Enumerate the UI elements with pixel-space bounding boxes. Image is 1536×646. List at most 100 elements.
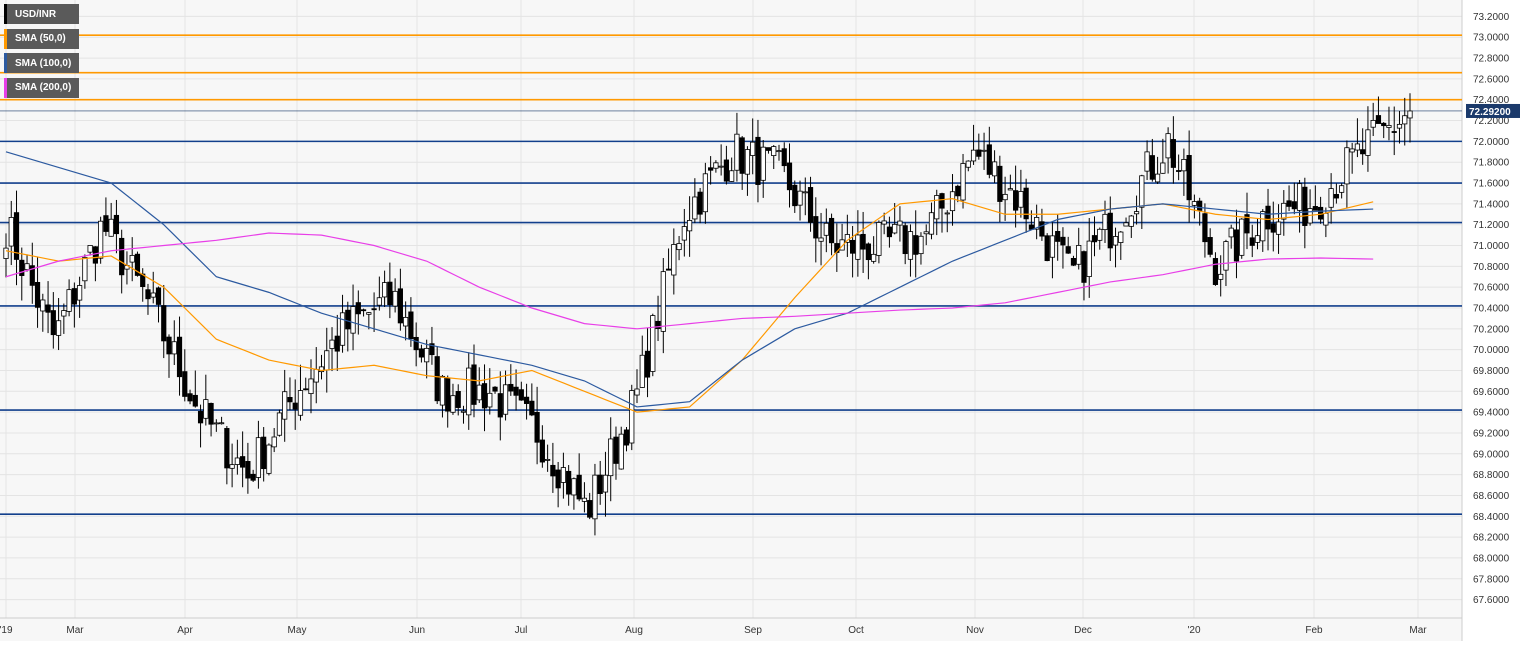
- candle-body: [997, 165, 1003, 202]
- candle-body: [1244, 214, 1250, 234]
- candle-body: [276, 412, 283, 436]
- y-tick-label: 68.4000: [1473, 512, 1510, 523]
- candle-body: [245, 461, 251, 479]
- candle-body: [1144, 151, 1150, 172]
- legend-swatch-sma50: [4, 28, 7, 49]
- legend-item-sma100[interactable]: SMA (100,0): [4, 53, 80, 73]
- candle-body: [313, 368, 319, 383]
- candle-body: [660, 271, 666, 332]
- candle-body: [965, 160, 971, 168]
- candle-body: [1344, 147, 1350, 185]
- candle-body: [676, 243, 682, 251]
- candle-body: [55, 320, 62, 336]
- y-tick-label: 72.4000: [1473, 95, 1510, 106]
- candle-body: [424, 347, 430, 363]
- candle-body: [692, 196, 698, 220]
- candle-body: [650, 315, 656, 372]
- legend-item-usdinr[interactable]: USD/INR: [4, 4, 80, 24]
- candle-body: [545, 458, 551, 461]
- candle-body: [750, 141, 756, 156]
- candle-body: [13, 212, 20, 260]
- x-tick-label: Oct: [848, 625, 864, 636]
- candle-body: [634, 388, 640, 396]
- candle-body: [1128, 215, 1134, 227]
- candle-body: [1328, 188, 1334, 208]
- candle-body: [1181, 159, 1187, 172]
- candle-body: [587, 500, 593, 518]
- candle-body: [218, 422, 225, 425]
- candle-body: [871, 253, 877, 262]
- candle-body: [1197, 200, 1203, 211]
- candle-body: [234, 457, 240, 465]
- candle-body: [366, 312, 372, 315]
- y-tick-label: 69.6000: [1473, 387, 1510, 398]
- sma-1000-line: [5, 151, 1374, 408]
- candle-body: [1402, 115, 1408, 125]
- candle-body: [1233, 229, 1240, 262]
- legend-label-sma50: SMA (50,0): [15, 33, 66, 44]
- plot-background: [0, 0, 1462, 641]
- legend-item-sma200[interactable]: SMA (200,0): [4, 77, 80, 98]
- candle-body: [98, 220, 104, 259]
- candle-body: [970, 149, 977, 162]
- y-tick-label: 68.0000: [1473, 553, 1510, 564]
- candle-body: [944, 212, 950, 215]
- candle-body: [1323, 212, 1329, 226]
- candle-body: [71, 288, 77, 305]
- y-tick-label: 70.0000: [1473, 345, 1510, 356]
- candle-body: [1275, 221, 1282, 235]
- candle-body: [1286, 200, 1292, 207]
- candle-body: [345, 309, 351, 330]
- y-tick-label: 72.2000: [1473, 116, 1510, 127]
- legend-swatch-sma200: [4, 77, 7, 98]
- candle-body: [1065, 246, 1071, 254]
- y-tick-label: 70.8000: [1473, 262, 1510, 273]
- x-tick-label: Mar: [1409, 625, 1427, 636]
- candle-body: [702, 173, 708, 213]
- candle-body: [802, 191, 808, 194]
- y-tick-label: 67.6000: [1473, 595, 1510, 606]
- candle-body: [240, 456, 246, 468]
- candle-body: [518, 389, 524, 401]
- candle-body: [318, 366, 325, 373]
- candle-body: [429, 343, 435, 356]
- x-tick-label: May: [288, 625, 307, 636]
- candle-body: [1396, 123, 1403, 129]
- candle-body: [261, 436, 267, 470]
- candle-body: [1060, 236, 1066, 246]
- candle-body: [1176, 170, 1182, 172]
- candle-body: [460, 410, 467, 413]
- candle-body: [455, 391, 461, 408]
- legend-swatch-sma100: [4, 53, 7, 73]
- candle-body: [907, 231, 914, 260]
- candle-body: [208, 402, 214, 425]
- candle-body: [697, 191, 703, 215]
- price-tag: [1466, 103, 1520, 118]
- legend-swatch-usdinr: [4, 4, 7, 24]
- candle-body: [339, 312, 346, 346]
- x-tick-label: '19: [0, 625, 13, 636]
- candle-body: [192, 394, 198, 407]
- candle-body: [949, 191, 956, 212]
- candle-body: [1349, 148, 1355, 153]
- candle-body: [1202, 213, 1208, 243]
- candle-body: [939, 193, 945, 209]
- candle-body: [329, 339, 335, 349]
- candle-body: [224, 428, 230, 469]
- candle-body: [723, 159, 730, 182]
- legend-item-sma50[interactable]: SMA (50,0): [4, 28, 80, 49]
- candle-body: [476, 384, 482, 401]
- candle-body: [282, 391, 288, 420]
- y-tick-label: 73.2000: [1473, 12, 1510, 23]
- candle-body: [1354, 143, 1361, 151]
- sma-2000-line: [5, 232, 1374, 330]
- candle-body: [523, 396, 530, 404]
- y-tick-label: 68.2000: [1473, 533, 1510, 544]
- candle-body: [187, 393, 193, 402]
- candle-body: [1034, 217, 1040, 230]
- candle-body: [145, 289, 151, 300]
- y-tick-label: 68.6000: [1473, 491, 1510, 502]
- y-tick-label: 71.8000: [1473, 158, 1510, 169]
- candle-body: [792, 184, 798, 207]
